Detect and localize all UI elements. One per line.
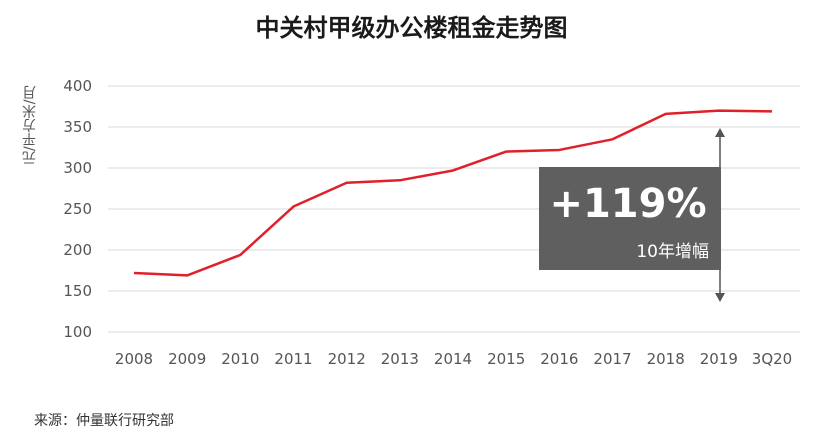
x-tick-label: 2017 — [593, 350, 631, 368]
arrow-down-icon — [715, 293, 725, 302]
x-tick-label: 2016 — [540, 350, 578, 368]
series-line — [133, 109, 773, 277]
y-tick-label: 200 — [63, 241, 92, 259]
y-tick-label: 350 — [63, 118, 92, 136]
growth-value: +119% — [549, 181, 707, 227]
x-tick-label: 3Q20 — [752, 350, 792, 368]
x-tick-label: 2009 — [168, 350, 206, 368]
x-tick-label: 2019 — [700, 350, 738, 368]
y-tick-label: 300 — [63, 159, 92, 177]
y-tick-label: 250 — [63, 200, 92, 218]
growth-label: 10年增幅 — [636, 242, 709, 262]
arrow-up-icon — [715, 128, 725, 137]
x-tick-label: 2018 — [647, 350, 685, 368]
x-tick-label: 2011 — [274, 350, 312, 368]
y-tick-label: 150 — [63, 282, 92, 300]
x-tick-label: 2008 — [115, 350, 153, 368]
x-tick-label: 2012 — [328, 350, 366, 368]
x-tick-label: 2013 — [381, 350, 419, 368]
source-note: 来源：仲量联行研究部 — [34, 413, 174, 429]
growth-callout: +119% 10年增幅 — [539, 167, 721, 270]
x-tick-label: 2015 — [487, 350, 525, 368]
y-tick-label: 100 — [63, 323, 92, 341]
chart-title: 中关村甲级办公楼租金走势图 — [255, 14, 568, 42]
y-tick-label: 400 — [63, 77, 92, 95]
x-tick-label: 2014 — [434, 350, 472, 368]
x-tick-label: 2010 — [221, 350, 259, 368]
